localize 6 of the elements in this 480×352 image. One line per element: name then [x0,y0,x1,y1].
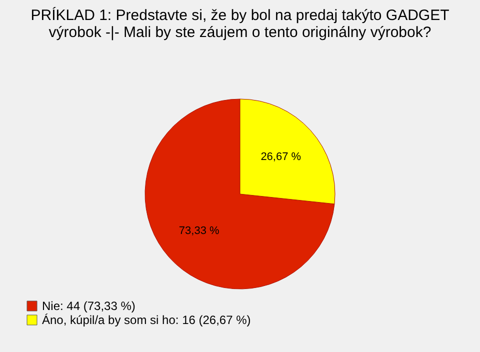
chart-title: PRÍKLAD 1: Predstavte si, že by bol na predaj takýto GADGET výrobok -|- Mali by ste záujem o tento originálny výrobok? [30,6,450,41]
pie-slice [144,98,335,290]
legend-label: Áno, kúpil/a by som si ho: 16 (26,67 %) [42,313,251,327]
data-label: 73,33 % [178,224,220,237]
data-label: 26,67 % [260,151,302,164]
legend-label: Nie: 44 (73,33 %) [42,299,136,313]
